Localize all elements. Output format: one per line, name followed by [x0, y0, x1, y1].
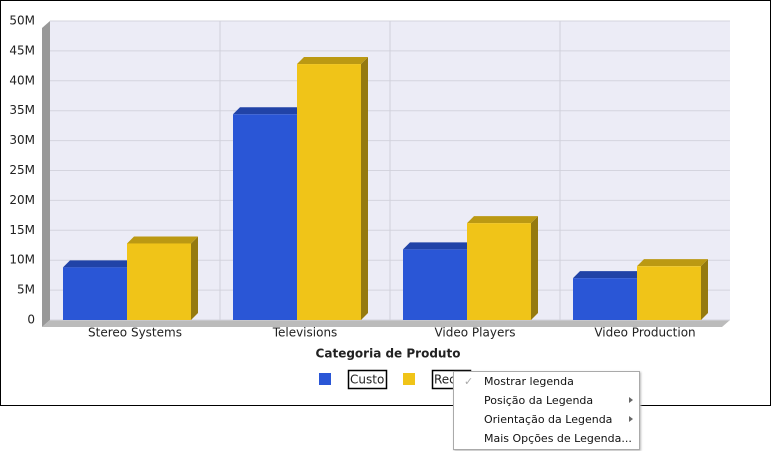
legend-swatch — [403, 373, 415, 385]
y-tick-label: 45M — [9, 43, 35, 57]
bar — [127, 243, 191, 320]
menu-item[interactable]: Mais Opções de Legenda... — [454, 429, 639, 448]
bar — [233, 114, 297, 321]
bar-top — [63, 260, 134, 268]
menu-label: Mais Opções de Legenda... — [484, 432, 632, 445]
bar — [297, 64, 361, 320]
x-tick-label: Video Players — [434, 326, 515, 340]
menu-item[interactable]: ✓ Mostrar legenda — [454, 372, 639, 391]
y-tick-label: 40M — [9, 73, 35, 87]
context-menu: ✓ Mostrar legenda Posição da Legenda Orie… — [453, 371, 640, 450]
bar-top — [403, 242, 474, 250]
x-tick-label: Video Production — [594, 326, 695, 340]
bar-side — [361, 57, 368, 320]
submenu-arrow — [629, 416, 633, 422]
check-mark: ✓ — [464, 375, 474, 388]
legend-swatch — [319, 373, 331, 385]
bar-top — [637, 259, 708, 267]
menu-label: Posição da Legenda — [484, 394, 594, 407]
bar-top — [297, 57, 368, 65]
legend-label: Custo — [350, 373, 384, 387]
bar — [573, 278, 637, 320]
y-tick-label: 35M — [9, 103, 35, 117]
y-tick-label: 5M — [17, 283, 35, 297]
wall — [42, 21, 50, 327]
x-tick-label: Stereo Systems — [88, 326, 182, 340]
menu-label: Mostrar legenda — [484, 375, 574, 388]
menu-label: Orientação da Legenda — [484, 413, 613, 426]
y-tick-label: 30M — [9, 133, 35, 147]
bar — [403, 249, 467, 320]
menu-item[interactable]: Orientação da Legenda — [454, 410, 639, 429]
y-tick-label: 25M — [9, 163, 35, 177]
legend-box — [347, 369, 388, 390]
bar — [637, 266, 701, 320]
x-axis-title: Categoria de Produto — [316, 347, 461, 361]
bar-side — [531, 216, 538, 320]
bar-top — [233, 107, 304, 115]
bar-side — [191, 236, 198, 320]
floor — [42, 320, 730, 327]
bar — [467, 223, 531, 320]
bar-side — [701, 259, 708, 320]
y-tick-label: 20M — [9, 193, 35, 207]
y-tick-label: 50M — [9, 14, 35, 28]
bar — [63, 267, 127, 320]
bar-top — [467, 216, 538, 224]
y-tick-label: 15M — [9, 223, 35, 237]
bar-top — [127, 236, 198, 244]
bar-top — [573, 271, 644, 279]
menu-item[interactable]: Posição da Legenda — [454, 391, 639, 410]
submenu-arrow — [629, 397, 633, 403]
y-tick-label: 0 — [27, 313, 35, 327]
x-tick-label: Televisions — [272, 326, 338, 340]
y-tick-label: 10M — [9, 253, 35, 267]
